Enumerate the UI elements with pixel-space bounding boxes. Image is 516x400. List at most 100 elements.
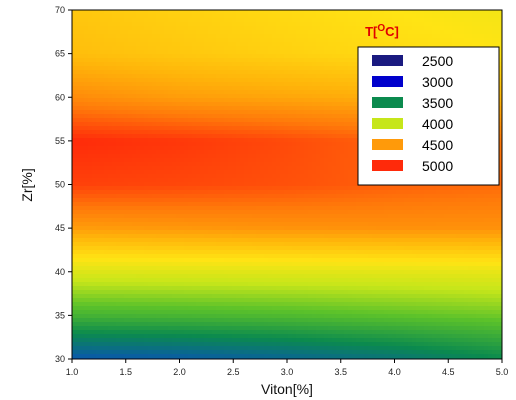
heat-cell bbox=[156, 174, 161, 179]
heat-cell bbox=[372, 190, 377, 195]
heat-cell bbox=[428, 30, 433, 35]
heat-cell bbox=[276, 82, 281, 87]
heat-cell bbox=[344, 46, 349, 51]
heat-cell bbox=[220, 74, 225, 79]
heat-cell bbox=[144, 186, 149, 191]
heat-cell bbox=[228, 126, 233, 131]
heat-cell bbox=[324, 22, 329, 27]
heat-cell bbox=[180, 130, 185, 135]
heat-cell bbox=[232, 46, 237, 51]
heat-cell bbox=[264, 34, 269, 39]
heat-cell bbox=[268, 82, 273, 87]
heat-cell bbox=[188, 66, 193, 71]
heat-cell bbox=[476, 26, 481, 31]
heat-cell bbox=[72, 142, 77, 147]
heat-cell bbox=[300, 114, 305, 119]
heat-cell bbox=[140, 182, 145, 187]
heat-cell bbox=[72, 130, 77, 135]
heat-cell bbox=[436, 186, 441, 191]
heat-cell bbox=[328, 110, 333, 115]
heat-cell bbox=[388, 14, 393, 19]
heat-cell bbox=[192, 18, 197, 23]
heat-cell bbox=[312, 34, 317, 39]
heat-cell bbox=[208, 26, 213, 31]
heat-cell bbox=[152, 146, 157, 151]
heat-cell bbox=[136, 122, 141, 127]
heat-cell bbox=[280, 18, 285, 23]
heat-cell bbox=[88, 134, 93, 139]
heat-cell bbox=[212, 94, 217, 99]
heat-cell bbox=[312, 186, 317, 191]
heat-cell bbox=[336, 42, 341, 47]
heat-cell bbox=[256, 18, 261, 23]
heat-cell bbox=[168, 158, 173, 163]
heat-cell bbox=[292, 30, 297, 35]
heat-cell bbox=[292, 58, 297, 63]
heat-cell bbox=[348, 114, 353, 119]
heat-cell bbox=[220, 178, 225, 183]
heat-cell bbox=[224, 74, 229, 79]
heat-cell bbox=[500, 78, 502, 83]
heat-cell bbox=[188, 150, 193, 155]
heat-cell bbox=[368, 22, 373, 27]
heat-cell bbox=[148, 110, 153, 115]
heat-cell bbox=[460, 30, 465, 35]
heat-cell bbox=[104, 38, 109, 43]
heat-cell bbox=[352, 82, 357, 87]
heat-cell bbox=[136, 182, 141, 187]
heat-cell bbox=[200, 190, 205, 195]
heat-cell bbox=[272, 90, 277, 95]
heat-cell bbox=[140, 166, 145, 171]
heat-cell bbox=[240, 142, 245, 147]
heat-cell bbox=[324, 138, 329, 143]
heat-cell bbox=[364, 14, 369, 19]
heat-cell bbox=[176, 134, 181, 139]
heat-cell bbox=[480, 30, 485, 35]
heat-cell bbox=[240, 134, 245, 139]
heat-cell bbox=[124, 170, 129, 175]
heat-cell bbox=[328, 62, 333, 67]
heat-cell bbox=[444, 186, 449, 191]
heat-cell bbox=[76, 10, 81, 15]
heat-cell bbox=[124, 86, 129, 91]
heat-cell bbox=[184, 66, 189, 71]
heat-cell bbox=[76, 122, 81, 127]
heat-cell bbox=[224, 26, 229, 31]
heat-cell bbox=[388, 22, 393, 27]
heat-cell bbox=[276, 54, 281, 59]
heat-cell bbox=[272, 70, 277, 75]
heat-cell bbox=[100, 62, 105, 67]
heat-cell bbox=[188, 106, 193, 111]
heat-cell bbox=[76, 74, 81, 79]
heat-cell bbox=[160, 150, 165, 155]
heat-cell bbox=[160, 98, 165, 103]
heat-cell bbox=[312, 106, 317, 111]
heat-cell bbox=[192, 98, 197, 103]
heat-cell bbox=[364, 38, 369, 43]
heat-cell bbox=[352, 18, 357, 23]
heat-cell bbox=[268, 174, 273, 179]
heat-cell bbox=[168, 66, 173, 71]
heat-cell bbox=[272, 178, 277, 183]
heat-cell bbox=[104, 138, 109, 143]
heat-cell bbox=[140, 94, 145, 99]
heat-cell bbox=[300, 174, 305, 179]
heat-cell bbox=[268, 142, 273, 147]
heat-cell bbox=[224, 18, 229, 23]
heat-cell bbox=[152, 74, 157, 79]
heat-cell bbox=[320, 106, 325, 111]
heat-cell bbox=[164, 62, 169, 67]
heat-cell bbox=[124, 166, 129, 171]
heat-cell bbox=[160, 10, 165, 15]
heat-cell bbox=[500, 126, 502, 131]
heat-cell bbox=[240, 46, 245, 51]
heat-cell bbox=[408, 186, 413, 191]
heat-cell bbox=[176, 190, 181, 195]
heat-cell bbox=[308, 26, 313, 31]
heat-cell bbox=[208, 86, 213, 91]
heat-cell bbox=[164, 18, 169, 23]
heat-cell bbox=[208, 130, 213, 135]
heat-cell bbox=[212, 86, 217, 91]
heat-cell bbox=[344, 162, 349, 167]
heat-cell bbox=[232, 34, 237, 39]
